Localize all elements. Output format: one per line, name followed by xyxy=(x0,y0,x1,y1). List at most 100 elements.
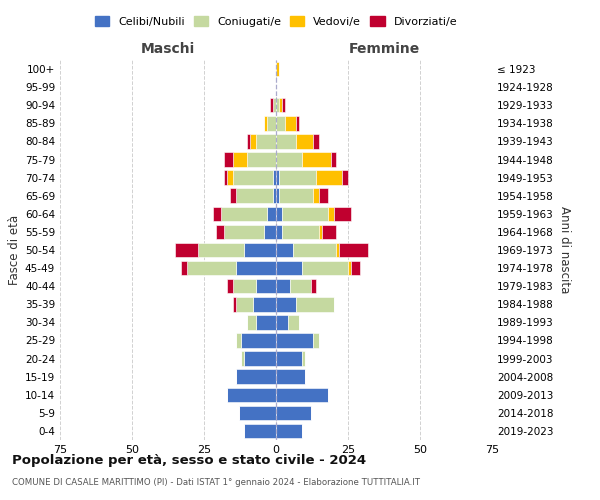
Bar xyxy=(247,134,250,148)
Bar xyxy=(212,206,221,221)
Bar xyxy=(256,279,276,293)
Bar xyxy=(276,206,282,221)
Bar xyxy=(273,98,276,112)
Bar xyxy=(293,243,337,257)
Bar xyxy=(233,152,247,167)
Bar xyxy=(302,261,348,276)
Bar xyxy=(276,116,284,130)
Bar xyxy=(241,352,244,366)
Bar xyxy=(276,370,305,384)
Bar xyxy=(224,224,265,239)
Bar xyxy=(268,206,276,221)
Bar xyxy=(187,261,236,276)
Bar xyxy=(282,98,284,112)
Bar xyxy=(313,333,319,347)
Bar xyxy=(253,297,276,312)
Bar xyxy=(313,188,319,203)
Bar xyxy=(227,170,233,185)
Bar xyxy=(316,170,342,185)
Text: Popolazione per età, sesso e stato civile - 2024: Popolazione per età, sesso e stato civil… xyxy=(12,454,366,467)
Bar xyxy=(250,134,256,148)
Bar xyxy=(247,315,256,330)
Bar xyxy=(244,352,276,366)
Bar xyxy=(230,188,236,203)
Bar xyxy=(224,170,227,185)
Bar xyxy=(311,279,316,293)
Bar xyxy=(284,116,296,130)
Bar xyxy=(241,333,276,347)
Bar xyxy=(244,424,276,438)
Bar xyxy=(351,261,359,276)
Bar xyxy=(236,370,276,384)
Bar xyxy=(276,352,302,366)
Bar xyxy=(276,388,328,402)
Legend: Celibi/Nubili, Coniugati/e, Vedovi/e, Divorziati/e: Celibi/Nubili, Coniugati/e, Vedovi/e, Di… xyxy=(95,16,457,27)
Bar xyxy=(276,134,296,148)
Bar xyxy=(276,279,290,293)
Bar xyxy=(175,243,198,257)
Bar xyxy=(270,98,273,112)
Text: Maschi: Maschi xyxy=(141,42,195,56)
Bar xyxy=(236,261,276,276)
Bar xyxy=(224,152,233,167)
Bar xyxy=(337,243,340,257)
Bar xyxy=(276,297,296,312)
Bar xyxy=(181,261,187,276)
Bar xyxy=(279,170,316,185)
Bar xyxy=(279,98,282,112)
Bar xyxy=(296,134,313,148)
Bar xyxy=(236,333,241,347)
Bar xyxy=(296,116,299,130)
Bar xyxy=(340,243,368,257)
Bar xyxy=(290,279,311,293)
Bar xyxy=(233,297,236,312)
Bar xyxy=(287,315,299,330)
Bar xyxy=(313,134,319,148)
Bar xyxy=(276,188,279,203)
Bar xyxy=(256,134,276,148)
Bar xyxy=(236,188,273,203)
Bar xyxy=(319,188,328,203)
Bar xyxy=(227,279,233,293)
Bar xyxy=(334,206,351,221)
Bar xyxy=(302,352,305,366)
Text: Femmine: Femmine xyxy=(349,42,419,56)
Bar xyxy=(348,261,351,276)
Text: COMUNE DI CASALE MARITTIMO (PI) - Dati ISTAT 1° gennaio 2024 - Elaborazione TUTT: COMUNE DI CASALE MARITTIMO (PI) - Dati I… xyxy=(12,478,420,487)
Bar xyxy=(233,279,256,293)
Bar xyxy=(227,388,276,402)
Bar xyxy=(276,406,311,420)
Bar xyxy=(276,152,302,167)
Bar xyxy=(198,243,244,257)
Bar xyxy=(268,116,276,130)
Bar xyxy=(215,224,224,239)
Y-axis label: Fasce di età: Fasce di età xyxy=(8,215,21,285)
Bar xyxy=(265,116,268,130)
Bar xyxy=(244,243,276,257)
Bar xyxy=(276,224,282,239)
Bar xyxy=(247,152,276,167)
Bar xyxy=(273,170,276,185)
Bar xyxy=(276,170,279,185)
Bar xyxy=(233,170,273,185)
Bar xyxy=(239,406,276,420)
Bar xyxy=(342,170,348,185)
Bar xyxy=(236,297,253,312)
Bar xyxy=(328,206,334,221)
Bar xyxy=(282,206,328,221)
Bar xyxy=(282,224,319,239)
Bar xyxy=(331,152,337,167)
Bar xyxy=(322,224,337,239)
Bar xyxy=(276,243,293,257)
Bar xyxy=(276,315,287,330)
Bar xyxy=(221,206,268,221)
Bar xyxy=(302,152,331,167)
Bar xyxy=(276,98,279,112)
Bar xyxy=(276,333,313,347)
Bar xyxy=(276,424,302,438)
Bar xyxy=(256,315,276,330)
Bar xyxy=(319,224,322,239)
Bar xyxy=(276,62,279,76)
Bar xyxy=(273,188,276,203)
Bar xyxy=(265,224,276,239)
